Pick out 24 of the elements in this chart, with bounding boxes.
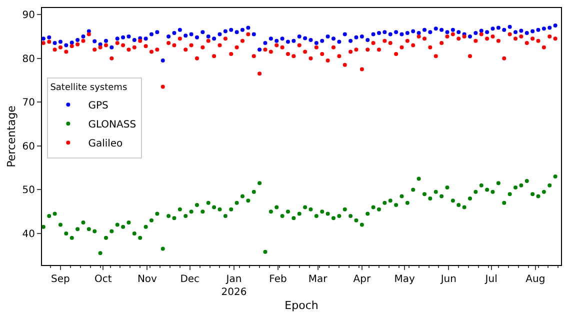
x-tick-label: Jun xyxy=(440,274,456,285)
x-tick-label: Mar xyxy=(308,274,328,285)
legend-label: GPS xyxy=(88,100,108,112)
y-tick-label: 40 xyxy=(22,228,35,240)
y-tick-label: 50 xyxy=(22,185,35,196)
y-tick-label: 60 xyxy=(22,141,35,152)
y-tick-label: 80 xyxy=(22,54,35,65)
legend-title: Satellite systems xyxy=(50,83,128,94)
x-tick-label: Sep xyxy=(51,274,70,285)
x-tick-label: Aug xyxy=(526,274,546,285)
x-tick-label: Feb xyxy=(269,274,287,285)
x-tick-label: Jul xyxy=(484,274,498,285)
y-tick-label: 90 xyxy=(22,10,35,22)
x-tick-label: Jan 2026 xyxy=(221,274,247,298)
x-tick-label: Apr xyxy=(353,274,372,285)
legend-label: GLONASS xyxy=(88,119,136,130)
legend-label: Galileo xyxy=(88,138,123,150)
x-axis-title: Epoch xyxy=(284,299,318,312)
y-tick-label: 70 xyxy=(22,98,35,109)
x-tick-label: Dec xyxy=(180,274,200,285)
x-tick-label: May xyxy=(394,274,415,285)
x-tick-label: Oct xyxy=(94,274,112,285)
x-tick-label: Nov xyxy=(137,274,158,285)
y-axis-title: Percentage xyxy=(4,105,18,168)
